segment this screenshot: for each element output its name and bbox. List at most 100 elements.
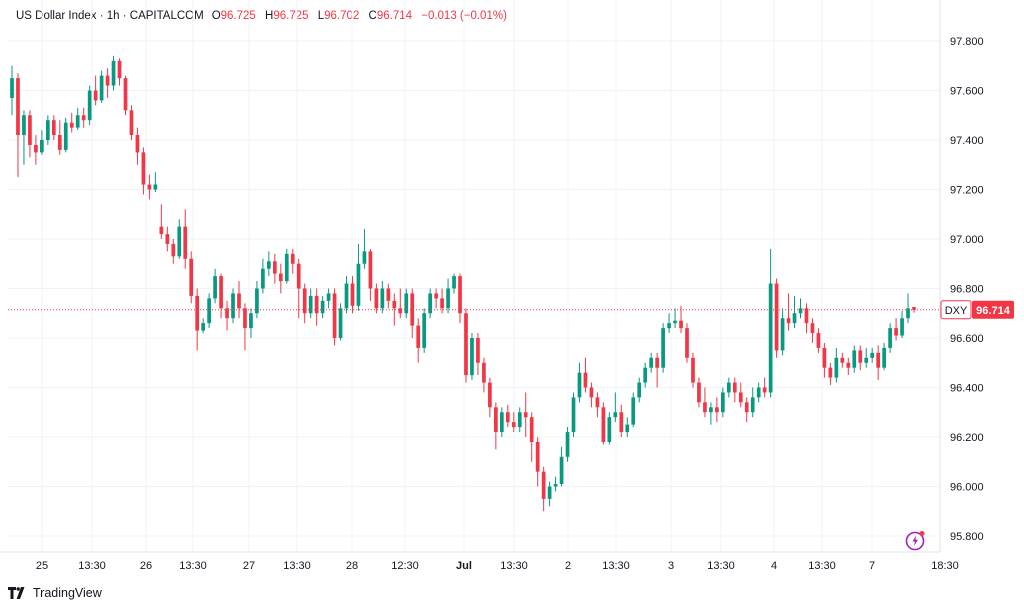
candle-body — [870, 352, 875, 358]
candle-body — [267, 261, 271, 269]
candle-body — [464, 313, 468, 376]
y-tick-label: 95.800 — [950, 531, 984, 543]
candle-body — [595, 397, 600, 408]
candle-body — [428, 293, 432, 314]
x-tick-label: 13:30 — [78, 560, 106, 572]
candle-body — [159, 226, 164, 235]
candle-body — [123, 78, 128, 111]
candle-body — [332, 293, 337, 338]
candle-body — [75, 115, 80, 128]
candle-body — [649, 357, 654, 368]
x-tick-label: 25 — [36, 560, 48, 572]
candle-body — [434, 293, 438, 299]
candle-body — [804, 308, 809, 324]
symbol-title[interactable]: US Dollar Index · 1h · CAPITALCOM — [16, 10, 204, 22]
candle-body — [147, 184, 152, 190]
candle-body — [631, 397, 636, 425]
x-tick-label: 28 — [346, 560, 358, 572]
candle-body — [99, 75, 104, 101]
candle-body — [852, 350, 857, 368]
candle-body — [565, 432, 570, 457]
candle-body — [541, 471, 546, 499]
candle-body — [756, 387, 761, 398]
candle-body — [416, 325, 421, 348]
candle-body — [338, 308, 343, 338]
candle-body — [750, 397, 755, 413]
candle-body — [177, 226, 182, 257]
candle-body — [87, 90, 92, 121]
candle-body — [732, 382, 737, 393]
high-label: H — [265, 10, 274, 22]
candle-body — [278, 273, 283, 282]
candle-body — [386, 288, 391, 301]
candle-body — [577, 372, 582, 398]
candle-body — [703, 402, 707, 413]
candle-body — [738, 392, 743, 403]
candle-body — [219, 276, 223, 309]
candle-body — [314, 295, 319, 314]
candle-body — [22, 115, 26, 136]
candle-body — [553, 484, 558, 487]
candle-body — [10, 78, 14, 98]
candle-body — [272, 261, 277, 274]
candle-body — [207, 298, 211, 324]
candle-body — [888, 328, 892, 348]
candle-body — [912, 307, 916, 310]
y-tick-label: 96.200 — [950, 432, 984, 444]
candle-body — [858, 350, 863, 363]
x-tick-label: 12:30 — [391, 560, 419, 572]
candle-body — [643, 367, 648, 383]
x-tick-label: 27 — [243, 560, 255, 572]
candle-body — [189, 258, 194, 296]
tradingview-logo-icon — [8, 587, 28, 599]
candle-body — [165, 234, 170, 244]
y-tick-label: 97.000 — [950, 234, 984, 246]
candle-body — [523, 412, 528, 418]
candle-body — [458, 276, 462, 314]
candle-body — [482, 362, 486, 383]
brand-name: TradingView — [33, 586, 102, 600]
candle-body — [828, 367, 833, 378]
candle-body — [529, 417, 534, 442]
x-tick-label: 3 — [668, 560, 674, 572]
candle-body — [243, 308, 247, 329]
candle-body — [637, 382, 642, 398]
candle-body — [105, 75, 110, 86]
y-tick-label: 96.000 — [950, 482, 984, 494]
candle-body — [261, 268, 265, 289]
candle-body — [774, 283, 779, 351]
candle-body — [655, 357, 659, 368]
candle-body — [290, 253, 295, 264]
candle-body — [882, 347, 886, 368]
candle-body — [535, 441, 540, 472]
lightning-icon[interactable] — [905, 529, 927, 551]
y-tick-label: 97.800 — [950, 36, 984, 48]
y-tick-label: 96.600 — [950, 333, 984, 345]
candle-body — [720, 392, 725, 413]
symbol-tag-label: DXY — [945, 305, 968, 317]
x-tick-label: 13:30 — [602, 560, 630, 572]
candle-body — [470, 338, 474, 376]
candle-body — [320, 300, 325, 314]
high-value: 96.725 — [273, 10, 309, 22]
candle-body — [237, 293, 241, 309]
x-tick-label: 2 — [565, 560, 571, 572]
candle-body — [601, 407, 606, 442]
tradingview-brand[interactable]: TradingView — [8, 584, 102, 602]
candle-body — [135, 135, 140, 153]
candle-body — [398, 308, 403, 314]
candle-body — [505, 412, 510, 423]
candle-body — [709, 407, 713, 413]
candle-body — [255, 288, 259, 314]
candle-body — [93, 90, 98, 101]
candle-body — [619, 412, 624, 433]
candle-body — [16, 78, 20, 136]
candle-body — [810, 323, 815, 334]
candle-body — [28, 115, 32, 145]
candle-body — [685, 328, 689, 358]
candle-body — [697, 382, 701, 403]
candle-body — [511, 422, 516, 428]
open-label: O — [211, 10, 221, 22]
candle-body — [34, 144, 38, 153]
